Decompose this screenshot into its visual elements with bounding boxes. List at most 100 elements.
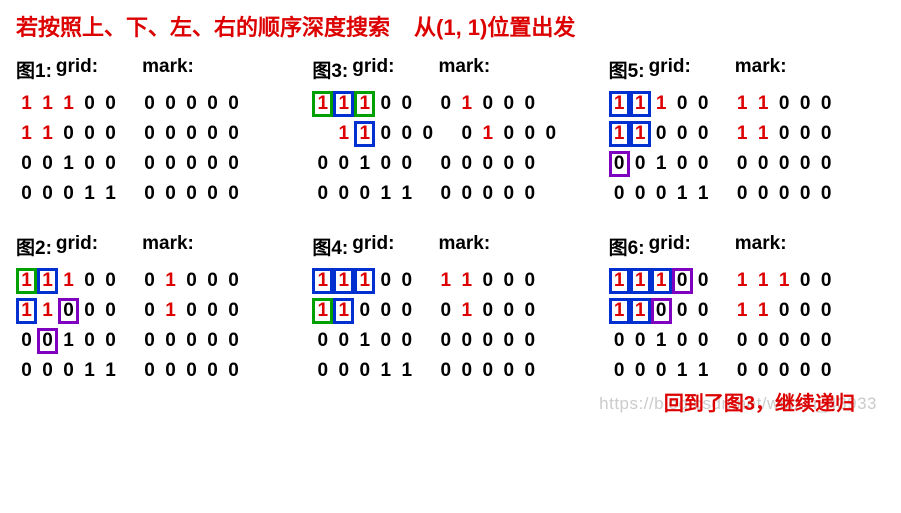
mark-cell: 0 [732, 328, 753, 354]
grid-cell: 0 [58, 121, 79, 147]
row: 0001100000 [312, 179, 588, 209]
grid-cell: 0 [651, 298, 672, 324]
panel: 图6:grid:mark:111001110011000110000010000… [609, 233, 885, 386]
grid-cell: 0 [100, 328, 121, 354]
grid-cell: 1 [100, 181, 121, 207]
panel: 图4:grid:mark:111001100011000010000010000… [312, 233, 588, 386]
mark-cell: 0 [160, 328, 181, 354]
mark-cell: 1 [753, 91, 774, 117]
grid-cell: 0 [333, 328, 354, 354]
mark-cell: 0 [795, 121, 816, 147]
mark-cell: 0 [456, 328, 477, 354]
mark-cell: 0 [456, 151, 477, 177]
grid-cell: 0 [396, 268, 417, 294]
row: 0010000000 [312, 149, 588, 179]
row: 0001100000 [16, 356, 292, 386]
mark-cell: 0 [223, 151, 244, 177]
mark-cell: 0 [435, 91, 456, 117]
grid-cell: 0 [312, 181, 333, 207]
panels-grid: 图1:grid:mark:111000000011000000000010000… [16, 56, 885, 386]
row: 1110011000 [312, 266, 588, 296]
grid-cell: 1 [354, 151, 375, 177]
mark-cell: 0 [816, 268, 837, 294]
mark-cell: 0 [795, 328, 816, 354]
grid-cell: 0 [375, 151, 396, 177]
grid-cell: 0 [79, 268, 100, 294]
grid-cell: 1 [58, 91, 79, 117]
grid-cell: 0 [630, 151, 651, 177]
grid-label: grid: [56, 56, 98, 83]
mark-cell: 1 [160, 298, 181, 324]
mark-cell: 1 [456, 91, 477, 117]
mark-cell: 0 [540, 121, 561, 147]
mark-cell: 0 [181, 358, 202, 384]
grid-cell: 1 [630, 298, 651, 324]
grid-cell: 0 [693, 121, 714, 147]
grid-cell: 1 [312, 91, 333, 117]
mark-cell: 0 [202, 358, 223, 384]
mark-cell: 0 [139, 268, 160, 294]
panel-head: 图3:grid:mark: [312, 56, 588, 83]
grid-cell: 1 [630, 268, 651, 294]
row: 1100001000 [312, 119, 588, 149]
mark-cell: 0 [519, 91, 540, 117]
mark-cell: 0 [816, 181, 837, 207]
grid-cell: 0 [16, 151, 37, 177]
mark-cell: 0 [519, 298, 540, 324]
grid-cell: 1 [693, 358, 714, 384]
grid-cell: 1 [100, 358, 121, 384]
grid-cell: 0 [672, 298, 693, 324]
panel-head: 图1:grid:mark: [16, 56, 292, 83]
grid-cell: 1 [651, 151, 672, 177]
mark-cell: 0 [181, 328, 202, 354]
footer: https://blog.csdn.net/weixin_43933 回到了图3… [16, 392, 885, 418]
mark-cell: 1 [477, 121, 498, 147]
grid-cell: 0 [354, 298, 375, 324]
panel: 图3:grid:mark:111000100011000010000010000… [312, 56, 588, 209]
mark-cell: 0 [753, 358, 774, 384]
grid-cell: 0 [396, 328, 417, 354]
grid-cell: 1 [651, 268, 672, 294]
mark-cell: 0 [498, 328, 519, 354]
mark-cell: 0 [519, 268, 540, 294]
grid-cell: 1 [630, 91, 651, 117]
mark-cell: 0 [139, 121, 160, 147]
mark-cell: 0 [753, 181, 774, 207]
mark-cell: 0 [477, 358, 498, 384]
grid-cell: 0 [672, 121, 693, 147]
mark-cell: 1 [753, 298, 774, 324]
mark-cell: 0 [816, 358, 837, 384]
mark-cell: 0 [519, 121, 540, 147]
mark-cell: 0 [202, 121, 223, 147]
grid-label: grid: [649, 233, 691, 260]
mark-cell: 0 [816, 91, 837, 117]
mark-cell: 0 [774, 91, 795, 117]
mark-cell: 1 [160, 268, 181, 294]
grid-cell: 0 [375, 121, 396, 147]
row: 0001100000 [312, 356, 588, 386]
mark-cell: 0 [223, 268, 244, 294]
row: 0010000000 [16, 149, 292, 179]
mark-cell: 0 [202, 268, 223, 294]
mark-cell: 0 [732, 181, 753, 207]
grid-cell: 0 [672, 151, 693, 177]
grid-cell: 0 [672, 268, 693, 294]
mark-cell: 0 [774, 151, 795, 177]
mark-cell: 0 [477, 298, 498, 324]
grid-cell: 0 [375, 91, 396, 117]
mark-cell: 0 [795, 181, 816, 207]
grid-label: grid: [352, 233, 394, 260]
mark-cell: 0 [477, 328, 498, 354]
grid-cell: 0 [79, 121, 100, 147]
row: 0001100000 [609, 356, 885, 386]
mark-cell: 0 [498, 91, 519, 117]
grid-cell: 0 [693, 268, 714, 294]
grid-cell: 1 [58, 268, 79, 294]
mark-cell: 0 [139, 151, 160, 177]
row: 1110001000 [16, 266, 292, 296]
grid-cell: 0 [609, 181, 630, 207]
grid-cell: 1 [37, 268, 58, 294]
mark-cell: 0 [202, 91, 223, 117]
grid-cell: 1 [79, 358, 100, 384]
grid-cell: 1 [354, 121, 375, 147]
